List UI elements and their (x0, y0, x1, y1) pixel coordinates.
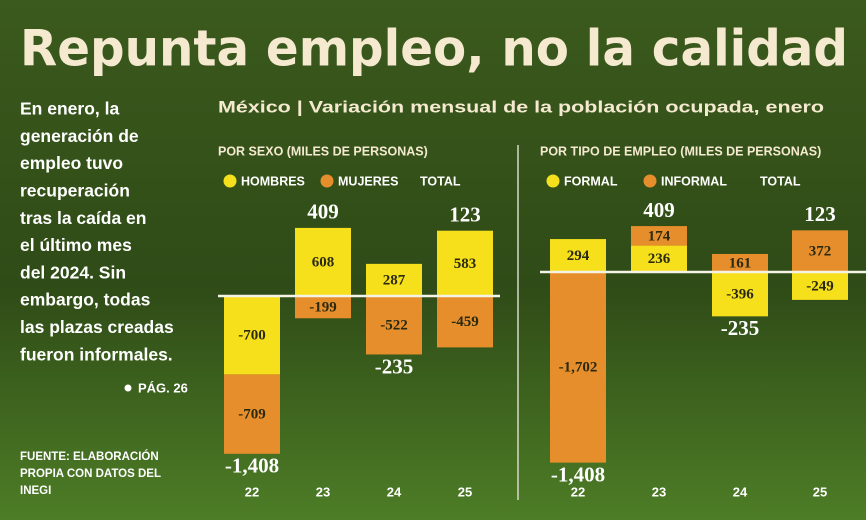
legend-label: TOTAL (760, 174, 801, 188)
bar-segment (792, 230, 848, 272)
source-line: PROPIA CON DATOS DEL (20, 468, 161, 480)
x-tick-label: 22 (571, 484, 585, 499)
bar-label: 236 (648, 251, 671, 267)
x-tick-label: 24 (387, 484, 402, 499)
bar-label: 294 (567, 248, 590, 264)
intro-line: recuperación (20, 181, 130, 201)
bar-label: -700 (238, 328, 266, 344)
subtitle: México | Variación mensual de la poblaci… (218, 97, 824, 116)
total-label: -235 (721, 316, 760, 340)
total-label: -235 (375, 354, 414, 378)
legend-swatch (320, 174, 334, 188)
title: Repunta empleo, no la calidad (20, 20, 848, 78)
bar-segment (366, 296, 422, 355)
intro-line: del 2024. Sin (20, 262, 126, 282)
legend-swatch (546, 174, 560, 188)
bar-label: -1,702 (559, 360, 598, 376)
chart-title: POR SEXO (MILES DE PERSONAS) (218, 144, 428, 158)
bar-segment (550, 239, 606, 272)
bar-label: 608 (312, 254, 335, 270)
bar-segment (712, 272, 768, 317)
bar-label: 161 (729, 255, 752, 271)
bar-label: 372 (809, 244, 832, 260)
x-tick-label: 22 (245, 484, 259, 499)
x-tick-label: 23 (316, 484, 330, 499)
bar-segment (792, 272, 848, 300)
bar-segment (631, 245, 687, 272)
intro-line: tras la caída en (20, 208, 146, 228)
bar-segment (224, 374, 280, 454)
bullet (124, 384, 132, 392)
source-line: FUENTE: ELABORACIÓN (20, 450, 159, 463)
x-tick-label: 25 (458, 484, 472, 499)
bar-label: -709 (238, 407, 266, 423)
total-label: 409 (307, 200, 339, 224)
bar-label: 174 (648, 228, 671, 244)
legend-label: FORMAL (564, 174, 618, 188)
bar-segment (437, 296, 493, 348)
bar-segment (366, 263, 422, 296)
legend-label: INFORMAL (661, 174, 727, 188)
bar-label: -199 (309, 300, 337, 316)
source-line: INEGI (20, 485, 51, 497)
bar-label: 287 (383, 272, 406, 288)
chart-title: POR TIPO DE EMPLEO (MILES DE PERSONAS) (540, 144, 821, 158)
bar-segment (295, 296, 351, 319)
bar-segment (437, 230, 493, 296)
legend-swatch (643, 174, 657, 188)
intro-line: empleo tuvo (20, 153, 123, 173)
legend-label: MUJERES (338, 174, 398, 188)
intro-line: embargo, todas (20, 290, 151, 310)
page-ref: PÁG. 26 (138, 380, 188, 395)
total-label: -1,408 (551, 462, 605, 486)
total-label: 123 (449, 203, 481, 227)
bar-label: -249 (806, 278, 834, 294)
bar-label: -522 (380, 318, 408, 334)
bar-segment (712, 253, 768, 272)
bar-segment (224, 296, 280, 375)
intro-line: el último mes (20, 235, 132, 255)
bar-label: -396 (726, 287, 754, 303)
total-label: 409 (643, 198, 675, 222)
intro-line: En enero, la (20, 99, 119, 119)
bar-segment (295, 227, 351, 296)
legend-swatch (223, 174, 237, 188)
x-tick-label: 25 (813, 484, 827, 499)
x-tick-label: 24 (733, 484, 748, 499)
bar-label: 583 (454, 256, 477, 272)
total-label: 123 (804, 202, 836, 226)
total-label: -1,408 (225, 454, 279, 478)
bar-label: -459 (451, 314, 479, 330)
bar-segment (550, 272, 606, 463)
intro-line: fueron informales. (20, 344, 173, 364)
bar-segment (631, 226, 687, 246)
legend-label: TOTAL (420, 174, 461, 188)
intro-line: las plazas creadas (20, 317, 174, 337)
x-tick-label: 23 (652, 484, 666, 499)
legend-label: HOMBRES (241, 174, 305, 188)
intro-line: generación de (20, 126, 139, 146)
